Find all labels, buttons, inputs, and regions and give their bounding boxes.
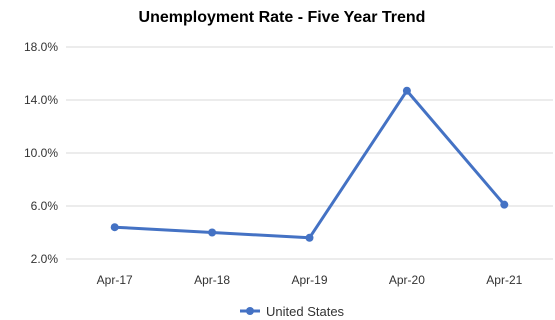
data-point bbox=[402, 86, 411, 95]
data-point bbox=[305, 233, 314, 242]
series-line bbox=[113, 89, 506, 240]
y-tick-label: 14.0% bbox=[24, 93, 58, 107]
x-tick-label: Apr-20 bbox=[389, 273, 425, 287]
y-tick-label: 18.0% bbox=[24, 40, 58, 54]
legend: United States bbox=[240, 304, 345, 319]
series-layer bbox=[110, 86, 509, 242]
x-tick-label: Apr-21 bbox=[486, 273, 522, 287]
y-tick-label: 6.0% bbox=[31, 199, 59, 213]
data-point bbox=[110, 223, 119, 232]
y-axis-tick-labels: 2.0% 6.0% 10.0% 14.0% 18.0% bbox=[24, 40, 58, 266]
legend-marker bbox=[246, 307, 254, 315]
x-tick-label: Apr-18 bbox=[194, 273, 230, 287]
legend-label: United States bbox=[266, 304, 345, 319]
data-point bbox=[208, 228, 217, 237]
y-tick-label: 2.0% bbox=[31, 252, 59, 266]
data-point bbox=[500, 200, 509, 209]
gridlines bbox=[66, 46, 553, 260]
x-tick-label: Apr-17 bbox=[97, 273, 133, 287]
y-tick-label: 10.0% bbox=[24, 146, 58, 160]
x-axis-tick-labels: Apr-17 Apr-18 Apr-19 Apr-20 Apr-21 bbox=[97, 273, 523, 287]
chart-title: Unemployment Rate - Five Year Trend bbox=[139, 9, 426, 26]
x-tick-label: Apr-19 bbox=[291, 273, 327, 287]
